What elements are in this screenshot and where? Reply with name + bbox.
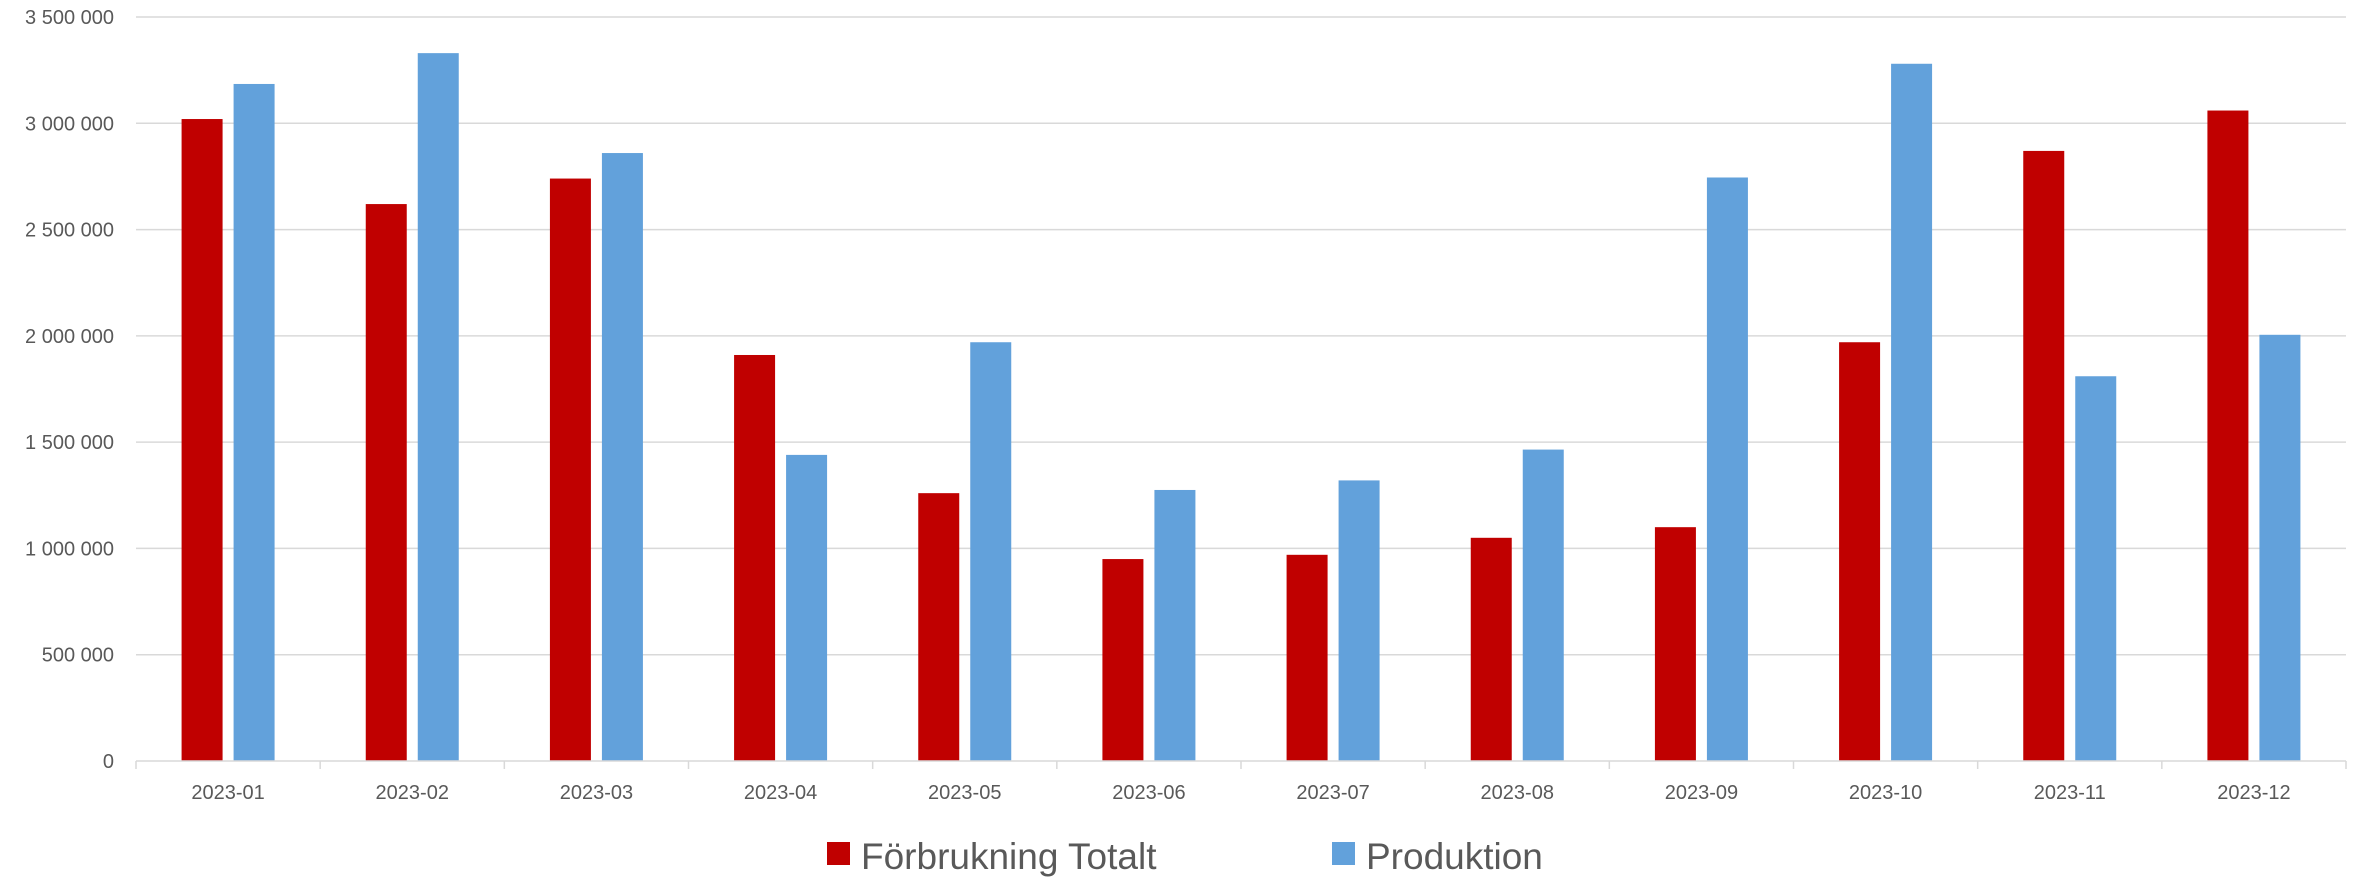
y-tick-label: 2 500 000 xyxy=(25,220,114,242)
bar xyxy=(417,53,459,761)
axes: 0 500 000 1 000 000 1 500 000 2 000 000 2 500… xyxy=(25,7,2347,804)
bar xyxy=(1286,554,1328,761)
bar xyxy=(1891,63,1933,762)
x-tick-label: 2023-10 xyxy=(1849,782,1922,804)
bar xyxy=(365,204,407,761)
x-tick-label: 2023-07 xyxy=(1296,782,1369,804)
legend-swatch xyxy=(827,842,850,865)
x-tick-label: 2023-11 xyxy=(2034,782,2106,804)
bar xyxy=(2207,110,2249,761)
bar xyxy=(2023,150,2065,762)
y-tick-label: 3 000 000 xyxy=(25,113,114,135)
bar xyxy=(1839,342,1881,761)
x-tick-label: 2023-04 xyxy=(744,782,817,804)
y-tick-label: 3 500 000 xyxy=(25,7,114,29)
bar xyxy=(2259,334,2301,761)
legend-label: Produktion xyxy=(1366,836,1543,877)
bar xyxy=(1470,537,1512,761)
bar xyxy=(970,342,1012,761)
bar xyxy=(1154,489,1196,761)
legend-swatch xyxy=(1332,842,1355,865)
x-tick-label: 2023-09 xyxy=(1665,782,1738,804)
bar xyxy=(1706,177,1748,761)
bar xyxy=(1102,559,1144,761)
bar xyxy=(601,153,643,761)
y-tick-label: 1 500 000 xyxy=(25,432,114,454)
x-tick-label: 2023-01 xyxy=(191,782,264,804)
legend: Förbrukning Totalt Produktion xyxy=(827,836,1543,877)
bar xyxy=(734,354,776,761)
x-tick-label: 2023-08 xyxy=(1481,782,1554,804)
x-tick-label: 2023-02 xyxy=(376,782,449,804)
y-tick-label: 500 000 xyxy=(42,645,114,667)
y-tick-label: 1 000 000 xyxy=(25,538,114,560)
bar xyxy=(1522,449,1564,761)
legend-label: Förbrukning Totalt xyxy=(861,836,1157,877)
bar xyxy=(549,178,591,761)
x-tick-label: 2023-06 xyxy=(1112,782,1185,804)
gridlines xyxy=(136,16,2346,656)
bar xyxy=(1654,527,1696,761)
bars xyxy=(181,53,2301,762)
y-tick-label: 0 xyxy=(103,751,114,773)
bar xyxy=(2075,376,2117,761)
bar xyxy=(233,83,275,761)
bar xyxy=(1338,480,1380,761)
bar xyxy=(918,493,960,761)
x-tick-label: 2023-12 xyxy=(2217,782,2290,804)
bar xyxy=(786,454,828,761)
bar xyxy=(181,119,223,761)
x-tick-label: 2023-05 xyxy=(928,782,1001,804)
x-tick-label: 2023-03 xyxy=(560,782,633,804)
y-tick-label: 2 000 000 xyxy=(25,326,114,348)
